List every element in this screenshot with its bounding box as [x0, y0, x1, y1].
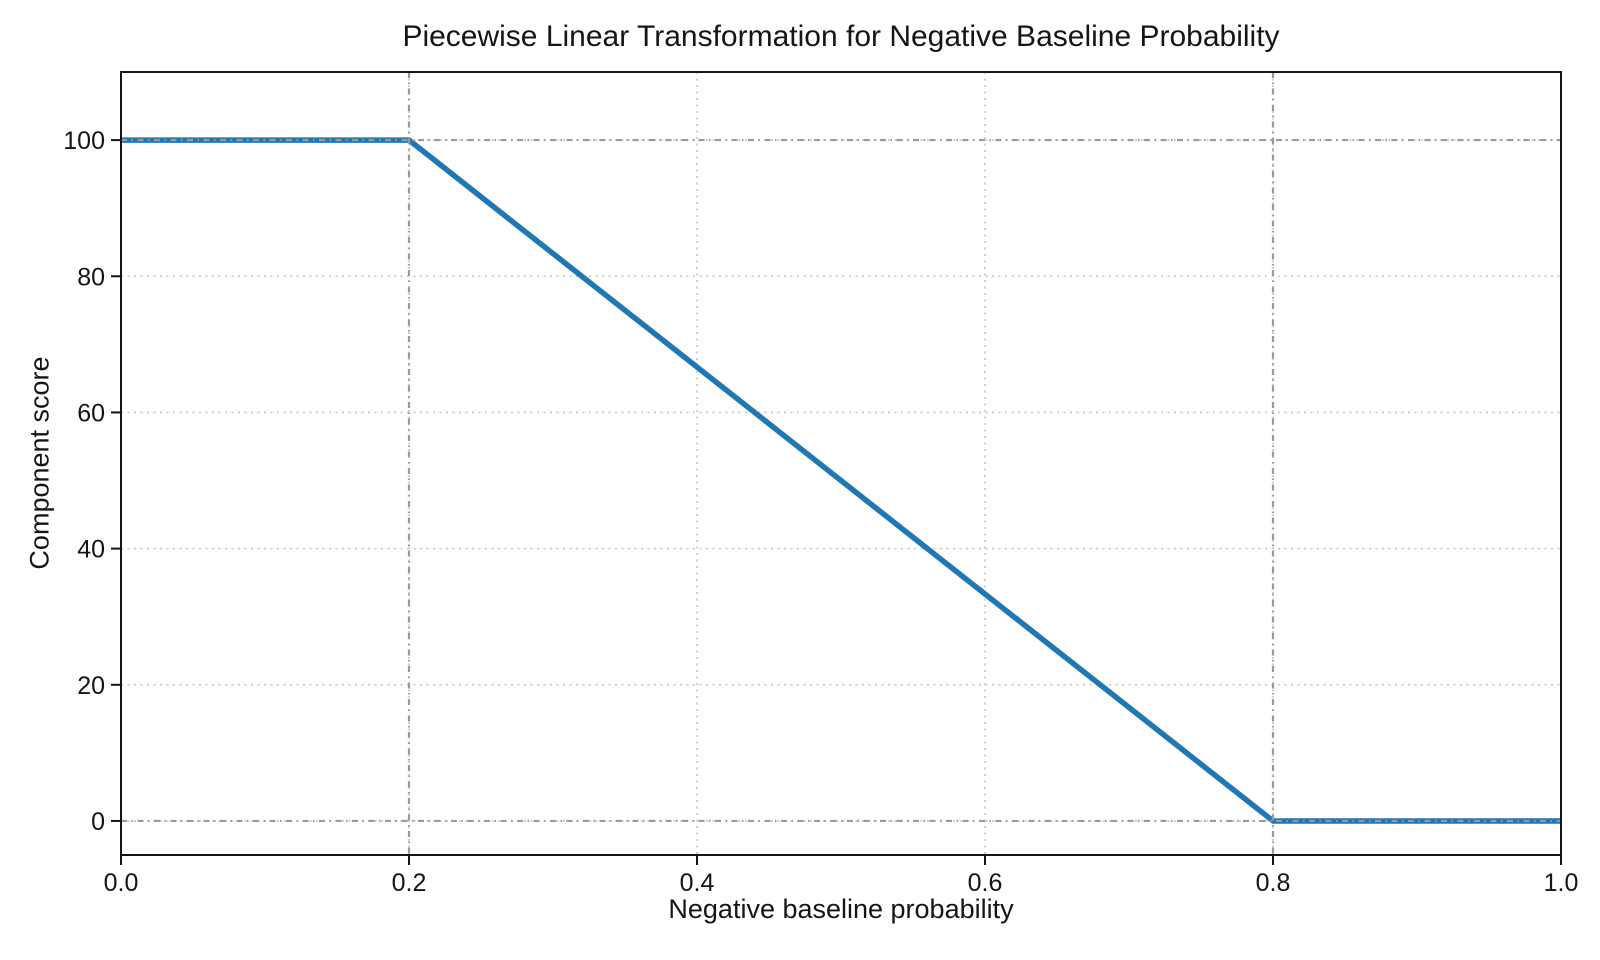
x-tick-label: 1.0: [1544, 869, 1579, 897]
axes-box: [120, 71, 1562, 856]
y-tick-label: 100: [63, 127, 105, 155]
x-tick-label: 0.2: [392, 869, 427, 897]
x-tick-label: 0.4: [680, 869, 715, 897]
chart-title: Piecewise Linear Transformation for Nega…: [402, 20, 1280, 53]
x-tick-label: 0.6: [968, 869, 1003, 897]
y-tick-label: 40: [77, 536, 105, 564]
series-line-piecewise-linear-score: [121, 137, 1561, 824]
y-tick-label: 20: [77, 672, 105, 700]
y-tick-label: 60: [77, 399, 105, 427]
x-tick-label: 0.8: [1256, 869, 1291, 897]
y-tick-label: 0: [91, 808, 105, 836]
y-tick-label: 80: [77, 263, 105, 291]
x-tick-label: 0.0: [104, 869, 139, 897]
x-axis-label: Negative baseline probability: [668, 894, 1014, 924]
